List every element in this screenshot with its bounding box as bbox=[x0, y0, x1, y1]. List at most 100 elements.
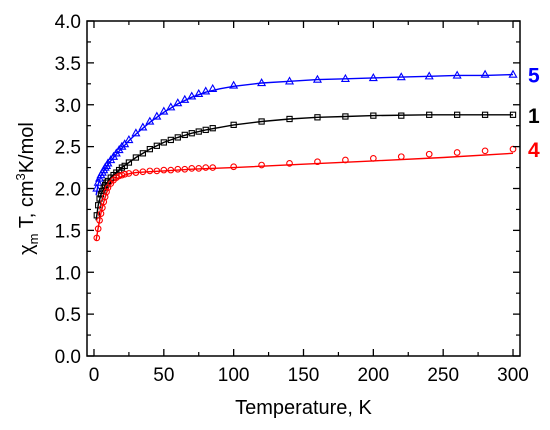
data-point-series-4 bbox=[195, 165, 203, 172]
x-tick-label: 100 bbox=[218, 365, 250, 386]
data-point-series-4 bbox=[230, 163, 238, 171]
x-axis-title: Temperature, K bbox=[235, 397, 372, 419]
fit-line-series-5 bbox=[95, 73, 514, 196]
data-point-series-1 bbox=[153, 142, 160, 149]
data-point-series-1 bbox=[286, 115, 293, 123]
data-point-series-4 bbox=[425, 150, 433, 158]
y-tick-label: 2.0 bbox=[55, 180, 81, 201]
x-tick-label: 0 bbox=[89, 365, 100, 386]
data-point-series-4 bbox=[174, 165, 182, 173]
y-tick-label: 0.5 bbox=[55, 305, 81, 326]
data-point-series-4 bbox=[99, 204, 106, 212]
data-point-series-1 bbox=[96, 195, 103, 202]
series-label-1: 1 bbox=[528, 105, 540, 128]
y-axis-title-symbol: χ bbox=[16, 244, 38, 255]
data-point-series-4 bbox=[167, 166, 175, 174]
data-point-series-5 bbox=[480, 69, 490, 78]
data-point-series-1 bbox=[160, 139, 167, 146]
series-label-5: 5 bbox=[528, 65, 540, 88]
data-point-series-5 bbox=[396, 72, 406, 81]
x-tick-label: 50 bbox=[153, 365, 174, 386]
data-point-series-5 bbox=[284, 76, 295, 85]
data-point-series-4 bbox=[314, 158, 321, 166]
data-point-series-4 bbox=[453, 149, 461, 156]
y-axis-ticks: 0.0 0.5 1.0 1.5 2.0 2.5 3.0 3.5 4.0 bbox=[55, 12, 520, 368]
data-point-series-5 bbox=[138, 122, 148, 131]
data-point-series-5 bbox=[508, 69, 518, 78]
data-point-series-4 bbox=[209, 164, 217, 171]
data-point-series-5 bbox=[120, 139, 130, 148]
data-point-series-4 bbox=[103, 188, 110, 196]
y-axis-title: χm T, cm3K/mol bbox=[13, 122, 41, 255]
data-point-series-1 bbox=[93, 212, 100, 219]
data-point-series-4 bbox=[181, 165, 189, 173]
data-point-series-5 bbox=[145, 116, 155, 125]
series-label-4: 4 bbox=[528, 139, 540, 162]
x-tick-label: 300 bbox=[497, 365, 529, 386]
data-point-series-1 bbox=[139, 150, 147, 157]
data-point-series-1 bbox=[426, 111, 433, 118]
data-point-series-4 bbox=[93, 234, 101, 242]
data-point-series-1 bbox=[509, 111, 517, 118]
x-tick-label: 200 bbox=[357, 365, 389, 386]
y-tick-label: 4.0 bbox=[55, 12, 81, 33]
data-point-series-4 bbox=[188, 165, 196, 172]
data-point-series-1 bbox=[209, 125, 216, 132]
data-point-series-1 bbox=[181, 131, 188, 139]
data-point-series-4 bbox=[481, 147, 489, 155]
data-point-series-4 bbox=[94, 225, 102, 233]
y-axis-title-superscript: 3 bbox=[13, 173, 28, 180]
data-point-series-5 bbox=[152, 111, 162, 120]
x-axis-ticks: 0 50 100 150 200 250 300 bbox=[89, 21, 529, 386]
data-point-series-1 bbox=[195, 128, 202, 135]
fit-line-series-4 bbox=[95, 152, 514, 241]
data-point-series-4 bbox=[369, 155, 377, 162]
y-axis-title-subscript: m bbox=[26, 233, 41, 244]
data-point-series-4 bbox=[397, 153, 405, 161]
data-point-series-1 bbox=[132, 154, 140, 161]
y-tick-label: 0.0 bbox=[55, 347, 81, 368]
fit-line-series-1 bbox=[95, 114, 513, 221]
data-point-series-1 bbox=[481, 111, 489, 118]
data-point-series-5 bbox=[208, 83, 218, 92]
data-point-series-4 bbox=[97, 210, 105, 217]
data-point-series-5 bbox=[131, 128, 141, 137]
y-axis-title-middle: T, cm bbox=[16, 181, 38, 234]
y-tick-label: 3.5 bbox=[55, 54, 81, 75]
data-point-series-5 bbox=[312, 74, 323, 83]
data-point-series-1 bbox=[314, 114, 321, 121]
data-point-series-5 bbox=[424, 71, 434, 80]
y-axis-title-unit: K/mol bbox=[16, 122, 38, 173]
data-point-series-5 bbox=[194, 88, 204, 98]
data-point-series-1 bbox=[121, 162, 128, 170]
data-point-series-1 bbox=[398, 112, 405, 119]
y-tick-label: 2.5 bbox=[55, 138, 81, 159]
data-point-series-5 bbox=[229, 80, 239, 89]
data-point-series-5 bbox=[257, 78, 267, 87]
data-point-series-5 bbox=[201, 86, 211, 95]
data-point-series-1 bbox=[125, 159, 133, 166]
data-point-series-1 bbox=[258, 118, 265, 125]
data-point-series-1 bbox=[167, 136, 174, 144]
y-tick-label: 1.5 bbox=[55, 221, 81, 242]
fit-curves bbox=[95, 73, 514, 241]
x-tick-label: 150 bbox=[288, 365, 320, 386]
data-point-series-5 bbox=[117, 141, 127, 150]
data-point-series-4 bbox=[146, 167, 154, 175]
data-point-series-5 bbox=[92, 183, 102, 192]
data-point-series-4 bbox=[153, 167, 161, 175]
data-point-series-4 bbox=[139, 168, 147, 176]
data-point-series-5 bbox=[124, 135, 134, 144]
data-point-series-1 bbox=[146, 145, 154, 153]
data-point-series-4 bbox=[121, 170, 129, 178]
data-point-series-5 bbox=[93, 177, 103, 186]
series-labels: 5 1 4 bbox=[528, 65, 540, 163]
data-point-series-5 bbox=[173, 98, 183, 107]
data-point-series-4 bbox=[160, 166, 168, 174]
x-tick-label: 250 bbox=[427, 365, 459, 386]
data-point-series-1 bbox=[202, 126, 209, 134]
data-point-series-1 bbox=[370, 112, 377, 119]
data-point-series-4 bbox=[132, 169, 140, 176]
data-point-series-1 bbox=[453, 111, 461, 118]
